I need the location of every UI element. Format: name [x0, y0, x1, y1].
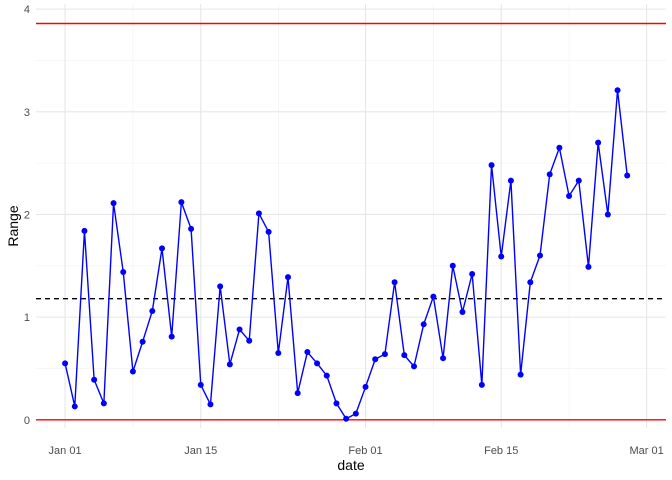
data-point	[420, 321, 427, 328]
x-tick-label: Mar 01	[629, 445, 663, 457]
data-point	[352, 410, 359, 417]
data-point	[604, 211, 611, 218]
data-point	[614, 87, 621, 94]
x-tick-label: Jan 15	[184, 445, 217, 457]
data-point	[488, 162, 495, 169]
data-point	[255, 210, 262, 217]
data-point	[507, 177, 514, 184]
data-point	[556, 144, 563, 151]
data-point	[265, 228, 272, 235]
data-point	[100, 400, 107, 407]
data-point	[372, 356, 379, 363]
data-point	[323, 372, 330, 379]
data-point	[81, 227, 88, 234]
data-point	[411, 363, 417, 370]
x-axis-ticks: Jan 01 Jan 15 Feb 01 Feb 15 Mar 01	[49, 445, 664, 457]
y-tick-label: 0	[24, 415, 30, 427]
data-point	[149, 307, 156, 314]
data-point	[294, 390, 301, 397]
data-point	[168, 333, 175, 340]
data-point	[129, 368, 136, 375]
data-point	[362, 383, 369, 390]
data-point	[343, 415, 350, 422]
data-point	[575, 177, 582, 184]
data-point	[527, 279, 534, 286]
data-point	[197, 381, 204, 388]
data-point	[517, 371, 524, 378]
data-point	[478, 381, 485, 388]
data-point	[381, 351, 388, 358]
x-axis-title: date	[337, 457, 364, 473]
data-point	[314, 360, 321, 367]
data-point	[401, 352, 408, 359]
data-point	[566, 192, 573, 199]
data-point	[110, 200, 117, 207]
data-point	[585, 263, 592, 270]
series-line	[64, 89, 628, 420]
y-axis-title: Range	[5, 205, 21, 246]
y-tick-label: 4	[24, 4, 30, 16]
data-point	[469, 271, 476, 277]
data-point	[333, 400, 340, 407]
data-point	[91, 376, 98, 383]
y-tick-label: 2	[24, 209, 30, 221]
data-point	[246, 337, 253, 344]
x-tick-label: Jan 01	[49, 445, 82, 457]
data-point	[226, 361, 233, 368]
data-point	[595, 139, 602, 146]
data-point	[440, 355, 447, 362]
minor-gridlines	[36, 4, 666, 428]
y-tick-label: 1	[24, 312, 30, 324]
y-axis-ticks: 0 1 2 3 4	[24, 4, 30, 427]
data-point	[449, 262, 456, 269]
data-point	[139, 338, 146, 345]
data-point	[178, 199, 185, 206]
data-point	[498, 253, 505, 260]
data-point	[217, 283, 224, 290]
data-point	[62, 360, 69, 367]
data-point	[159, 245, 165, 252]
major-gridlines	[36, 4, 666, 428]
data-point	[275, 350, 282, 357]
data-point	[285, 274, 291, 281]
data-point	[546, 171, 553, 178]
data-point	[304, 349, 311, 356]
x-tick-label: Feb 15	[484, 445, 518, 457]
data-point	[459, 308, 466, 315]
data-point	[391, 279, 398, 286]
data-point	[430, 293, 437, 300]
x-tick-label: Feb 01	[348, 445, 382, 457]
data-point	[188, 225, 195, 232]
data-point	[71, 403, 78, 410]
reference-lines	[36, 22, 666, 421]
y-tick-label: 3	[24, 107, 30, 119]
data-point	[120, 268, 127, 275]
series-group	[62, 87, 631, 422]
data-point	[207, 401, 214, 408]
data-point	[537, 252, 543, 259]
data-point	[236, 326, 243, 333]
data-point	[624, 172, 631, 179]
